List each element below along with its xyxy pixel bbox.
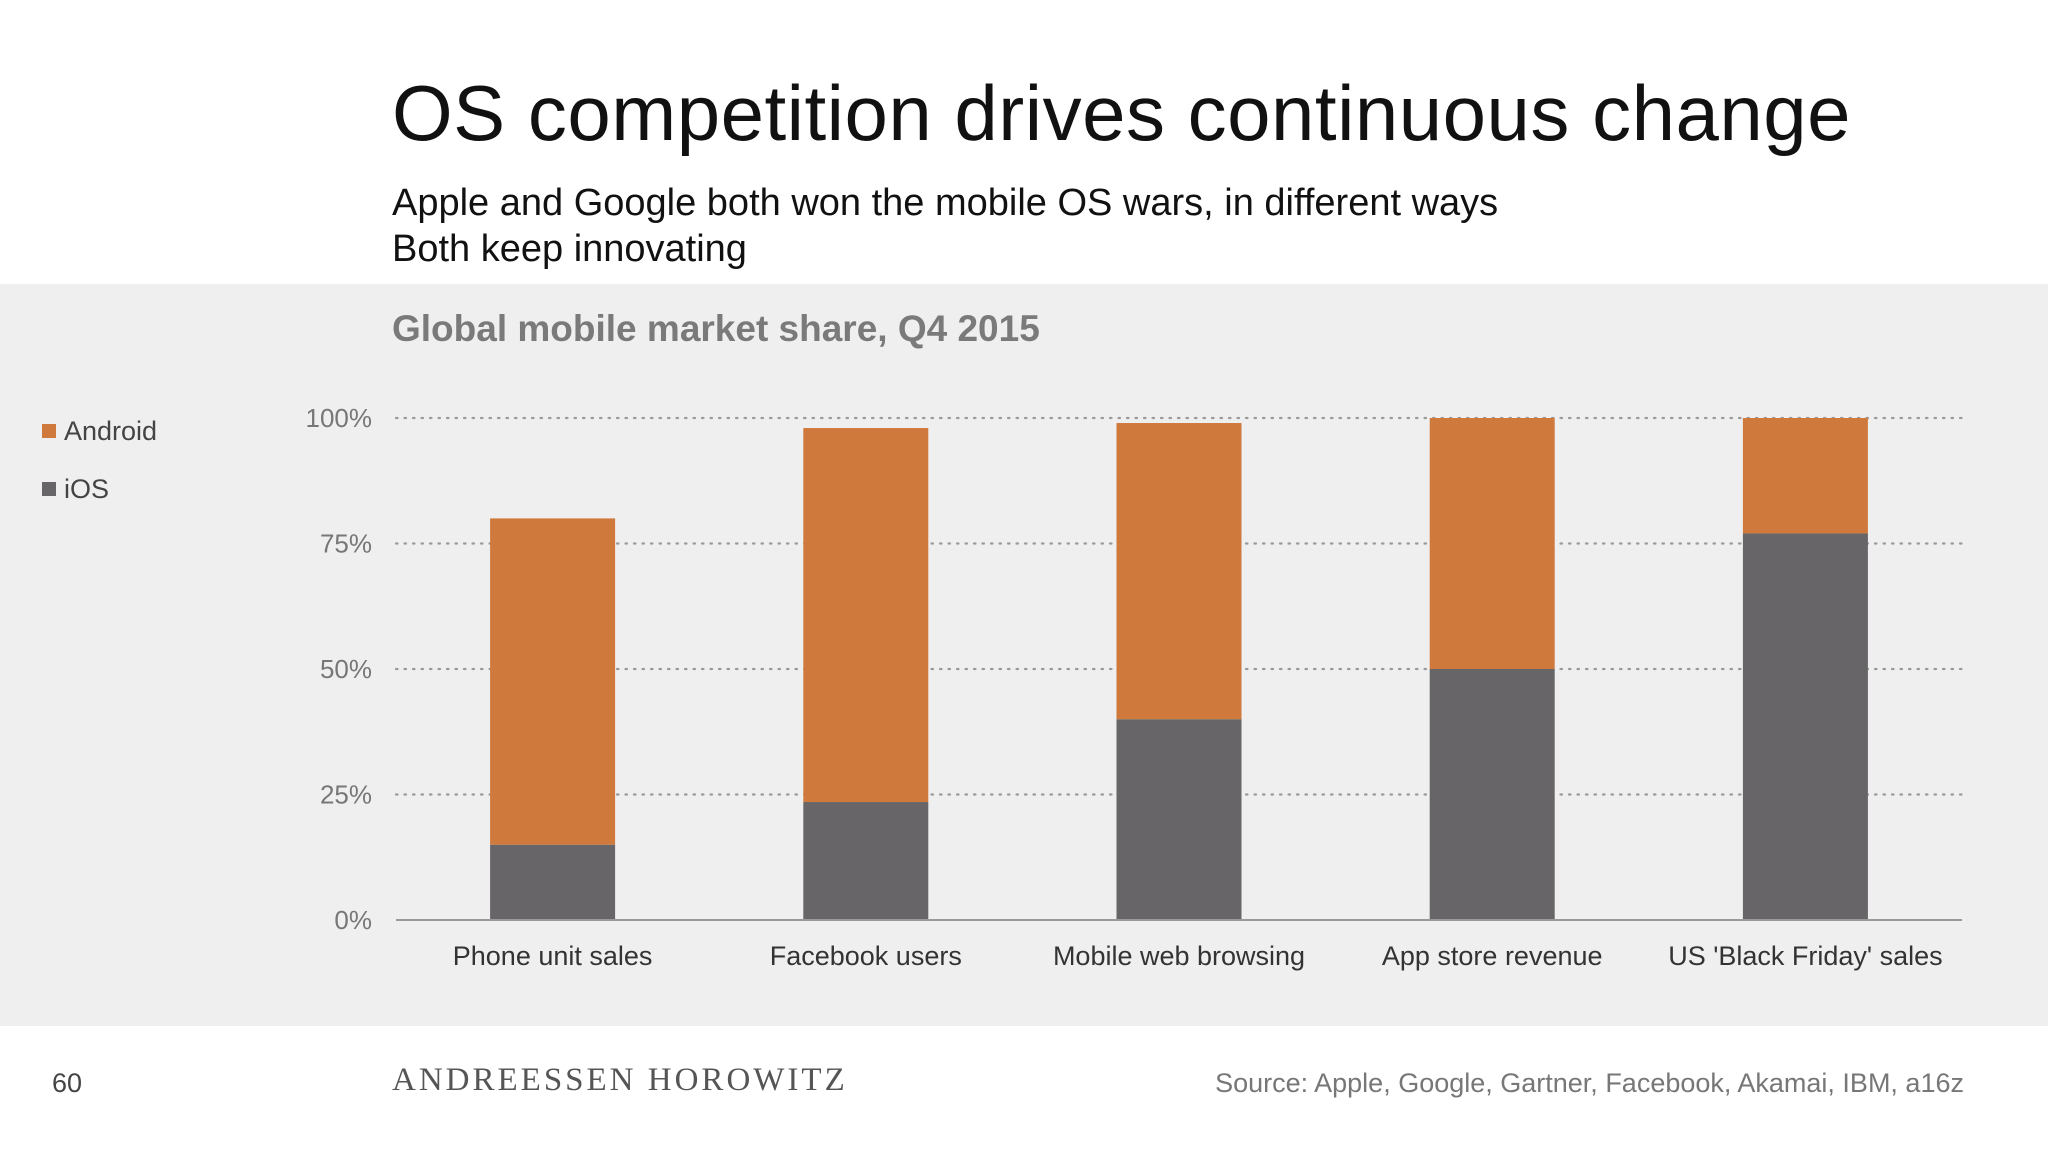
y-tick-label-75: 75% xyxy=(320,529,372,559)
legend-swatch-ios xyxy=(42,482,56,496)
legend-label-ios: iOS xyxy=(64,473,110,504)
slide-title: OS competition drives continuous change xyxy=(392,69,1851,157)
x-tick-label-0: Phone unit sales xyxy=(453,941,653,971)
bar-ios-1 xyxy=(803,802,929,920)
legend-label-android: Android xyxy=(64,415,158,446)
source-note: Source: Apple, Google, Gartner, Facebook… xyxy=(1215,1068,1964,1098)
chart-panel xyxy=(0,284,2048,1026)
legend-item-android: Android xyxy=(42,402,157,460)
bar-android-0 xyxy=(490,518,616,845)
y-tick-label-50: 50% xyxy=(320,654,372,684)
slide-subtitle: Apple and Google both won the mobile OS … xyxy=(392,180,1498,272)
chart-legend: Android iOS xyxy=(42,402,157,518)
subtitle-line-1: Apple and Google both won the mobile OS … xyxy=(392,182,1499,224)
y-tick-label-25: 25% xyxy=(320,780,372,810)
bar-android-1 xyxy=(803,428,929,803)
page-number: 60 xyxy=(52,1068,83,1098)
y-tick-label-0: 0% xyxy=(334,905,372,935)
chart-title: Global mobile market share, Q4 2015 xyxy=(392,308,1040,349)
x-tick-label-3: App store revenue xyxy=(1382,941,1603,971)
x-tick-label-4: US 'Black Friday' sales xyxy=(1668,941,1942,971)
bar-android-2 xyxy=(1116,423,1242,720)
legend-item-ios: iOS xyxy=(42,460,157,518)
legend-swatch-android xyxy=(42,424,56,438)
bar-android-4 xyxy=(1742,418,1868,534)
x-tick-label-2: Mobile web browsing xyxy=(1053,941,1305,971)
subtitle-line-2: Both keep innovating xyxy=(392,228,747,270)
company-logo: ANDREESSEN HOROWITZ xyxy=(392,1062,848,1098)
bar-android-3 xyxy=(1429,418,1555,669)
bar-ios-2 xyxy=(1116,719,1242,920)
x-tick-label-1: Facebook users xyxy=(770,941,962,971)
y-tick-label-100: 100% xyxy=(306,403,373,433)
bar-ios-0 xyxy=(490,844,616,920)
bar-ios-3 xyxy=(1429,669,1555,920)
bar-ios-4 xyxy=(1742,533,1868,920)
